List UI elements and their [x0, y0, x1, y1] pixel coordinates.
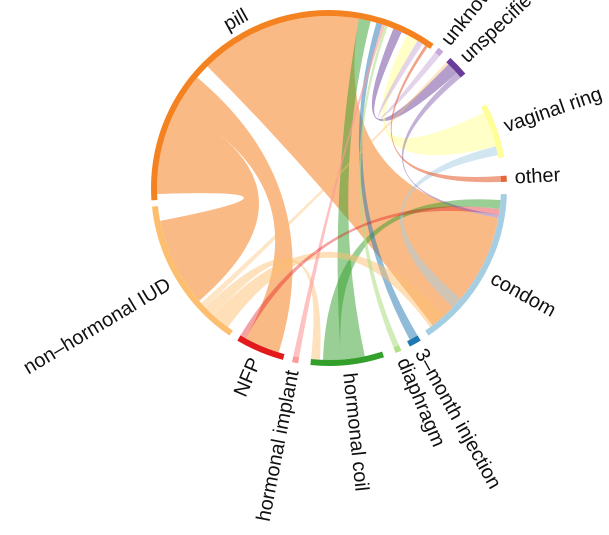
- sectors-layer: [151, 10, 507, 366]
- link-pill-to-condom: [207, 16, 499, 326]
- sector-arc-hormonal-coil: [310, 351, 385, 366]
- link-condom-to-vaginal-ring: [400, 146, 498, 308]
- sector-arc-unspecified-iud: [446, 57, 466, 78]
- sector-label-non-hormonal-iud: non–hormonal IUD: [20, 274, 175, 379]
- link-pill-to-vaginal-ring: [382, 34, 496, 156]
- sector-label-vaginal-ring: vaginal ring: [501, 83, 605, 137]
- link-nfp-to-condom: [240, 206, 500, 339]
- sector-label-hormonal-implant: hormonal implant: [253, 368, 304, 523]
- sector-arc-pill: [151, 10, 434, 201]
- link-non-hormonal-iud-to-unspecified-iud: [201, 62, 449, 308]
- link-hormonal-coil-to-condom: [322, 199, 501, 361]
- sector-arc-condom: [425, 194, 507, 336]
- links-layer: [157, 16, 501, 361]
- link-hormonal-implant-to-pill: [293, 24, 385, 358]
- sector-label-hormonal-coil: hormonal coil: [338, 372, 372, 493]
- link-pill-to-nfp: [177, 77, 293, 353]
- sector-label-nfp: NFP: [230, 355, 266, 400]
- sector-arc-nfp: [237, 335, 285, 360]
- sector-arc-3-month-injection: [407, 335, 421, 347]
- sector-arc-non-hormonal-iud: [151, 205, 233, 336]
- link-pill-to-unknown: [378, 40, 440, 119]
- sector-arc-vaginal-ring: [480, 104, 505, 159]
- sector-arc-unknown: [434, 47, 444, 57]
- link-non-hormonal-iud-to-condom: [213, 251, 445, 328]
- sector-label-other: other: [514, 164, 561, 188]
- sector-arc-hormonal-implant: [291, 356, 300, 364]
- link-pill-to-non-hormonal-iud: [157, 107, 260, 301]
- sector-arc-diaphragm: [393, 345, 402, 354]
- link-unspecified-iud-to-condom: [401, 72, 499, 218]
- sector-label-condom: condom: [487, 268, 560, 322]
- link-pill-to-unspecified-iud: [371, 28, 457, 122]
- link-non-hormonal-iud-to-hormonal-coil: [205, 258, 321, 360]
- link-diaphragm-to-pill: [358, 25, 399, 348]
